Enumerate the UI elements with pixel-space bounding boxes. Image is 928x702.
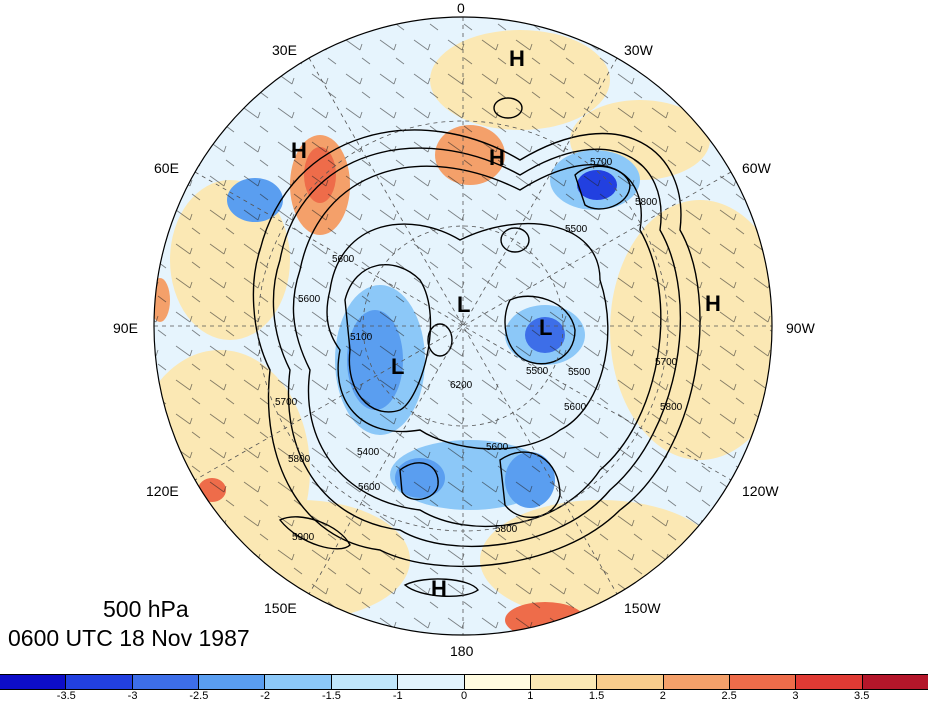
lon-label-90e: 90E bbox=[113, 320, 138, 336]
high-pressure-center: H bbox=[291, 138, 307, 163]
time-label: 0600 UTC 18 Nov 1987 bbox=[8, 625, 250, 651]
colorbar-tick-label: -1.5 bbox=[321, 690, 341, 702]
colorbar-segment bbox=[132, 675, 200, 689]
svg-text:5700: 5700 bbox=[655, 357, 678, 368]
high-pressure-center: H bbox=[489, 145, 505, 170]
svg-text:5400: 5400 bbox=[357, 447, 380, 458]
svg-text:5700: 5700 bbox=[275, 397, 298, 408]
contour-labels: 5700 5800 5500 5600 5600 5500 5100 6200 … bbox=[275, 157, 683, 543]
svg-text:5800: 5800 bbox=[495, 524, 518, 535]
svg-text:5800: 5800 bbox=[288, 454, 311, 465]
svg-text:5700: 5700 bbox=[590, 157, 613, 168]
svg-text:5600: 5600 bbox=[298, 294, 321, 305]
colorbar-segment bbox=[663, 675, 730, 689]
graticule bbox=[154, 17, 772, 635]
colorbar-segment bbox=[597, 675, 664, 689]
colorbar-segment bbox=[796, 675, 863, 689]
colorbar-segment bbox=[862, 675, 928, 689]
svg-text:5800: 5800 bbox=[660, 402, 683, 413]
svg-text:5500: 5500 bbox=[526, 366, 549, 377]
svg-text:5600: 5600 bbox=[358, 482, 381, 493]
svg-text:6200: 6200 bbox=[450, 380, 473, 391]
colorbar-segment bbox=[66, 675, 133, 689]
colorbar-tick-label: -2 bbox=[260, 690, 271, 702]
height-contours bbox=[252, 97, 701, 598]
lon-label-150e: 150E bbox=[264, 600, 297, 616]
lon-label-30w: 30W bbox=[624, 42, 653, 58]
lon-label-90w: 90W bbox=[786, 320, 815, 336]
svg-text:5100: 5100 bbox=[350, 332, 373, 343]
svg-text:5600: 5600 bbox=[486, 442, 509, 453]
high-pressure-center: H bbox=[705, 291, 721, 316]
lon-label-150w: 150W bbox=[624, 600, 661, 616]
colorbar-segment bbox=[729, 675, 797, 689]
svg-text:5500: 5500 bbox=[565, 224, 588, 235]
high-pressure-center: H bbox=[431, 576, 447, 601]
lon-label-180: 180 bbox=[450, 643, 474, 659]
colorbar-tick-label: -3 bbox=[127, 690, 138, 702]
pressure-centers: H H H H H L L L bbox=[291, 46, 721, 601]
colorbar-tick-label: 2.5 bbox=[721, 690, 737, 702]
colorbar-tick-label: 3.5 bbox=[854, 690, 870, 702]
lon-label-30e: 30E bbox=[272, 42, 297, 58]
lon-label-60w: 60W bbox=[742, 160, 771, 176]
colorbar-segment bbox=[331, 675, 399, 689]
colorbar-tick-label: 0 bbox=[460, 690, 468, 702]
lon-label-120e: 120E bbox=[146, 483, 179, 499]
colorbar-segment bbox=[265, 675, 332, 689]
colorbar-tick-label: 2 bbox=[659, 690, 666, 702]
lon-label-0: 0 bbox=[457, 0, 465, 16]
colorbar-segment bbox=[199, 675, 266, 689]
colorbar-segment bbox=[530, 675, 598, 689]
lon-label-60e: 60E bbox=[154, 160, 179, 176]
colorbar-tick-label: -1 bbox=[392, 690, 403, 702]
svg-text:5600: 5600 bbox=[564, 402, 587, 413]
svg-text:5600: 5600 bbox=[332, 254, 355, 265]
lon-label-120w: 120W bbox=[742, 483, 779, 499]
colorbar-segment bbox=[0, 675, 67, 689]
low-pressure-center: L bbox=[391, 354, 404, 379]
colorbar-tick-label: -2.5 bbox=[189, 690, 209, 702]
svg-text:5900: 5900 bbox=[292, 532, 315, 543]
svg-text:5500: 5500 bbox=[568, 367, 591, 378]
colorbar-segment bbox=[464, 675, 531, 689]
colorbar-tick-label: 1 bbox=[527, 690, 534, 702]
low-pressure-center: L bbox=[457, 292, 470, 317]
polar-map: H H H H H L L L 5700 5800 5500 5600 5600… bbox=[153, 16, 773, 636]
colorbar-tick-label: 1.5 bbox=[588, 690, 605, 702]
level-label: 500 hPa bbox=[103, 596, 189, 622]
svg-text:5800: 5800 bbox=[635, 197, 658, 208]
colorbar-tick-label: 3 bbox=[792, 690, 799, 702]
colorbar bbox=[0, 674, 928, 690]
high-pressure-center: H bbox=[509, 46, 525, 71]
colorbar-segment bbox=[398, 675, 465, 689]
low-pressure-center: L bbox=[539, 315, 552, 340]
colorbar-tick-label: -3.5 bbox=[56, 690, 76, 702]
map-border bbox=[153, 16, 773, 636]
